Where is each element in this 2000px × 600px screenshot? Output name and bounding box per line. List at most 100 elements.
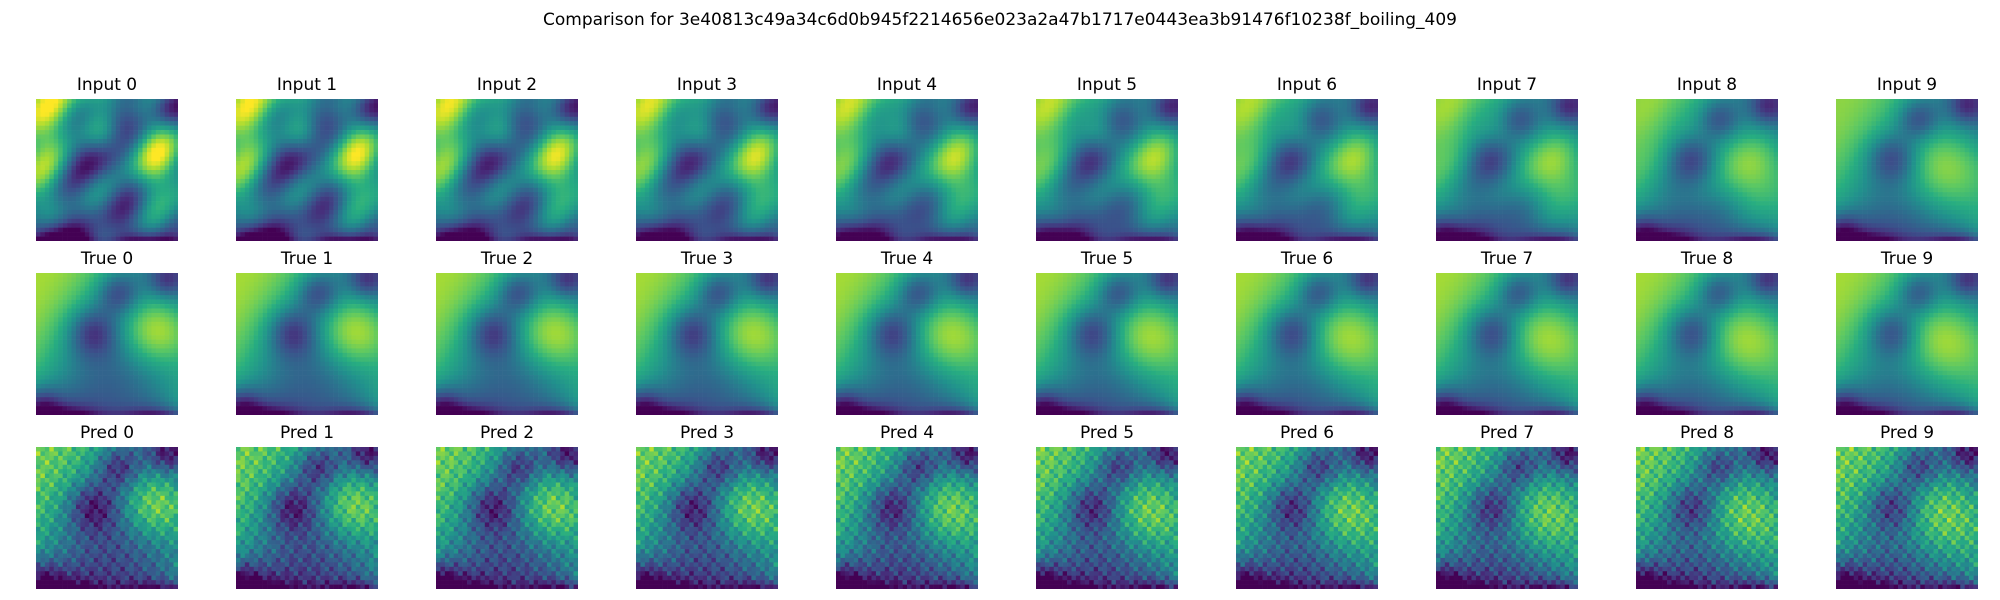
heatmap-cell bbox=[729, 138, 734, 144]
heatmap-cell bbox=[733, 116, 739, 122]
heatmap-cell bbox=[462, 138, 468, 144]
heatmap-cell bbox=[80, 196, 86, 202]
heatmap-cell bbox=[280, 103, 286, 109]
heatmap-cell bbox=[920, 196, 926, 202]
heatmap-cell bbox=[920, 121, 926, 126]
heatmap-cell bbox=[311, 201, 317, 206]
heatmap-cell bbox=[667, 112, 672, 118]
heatmap-cell bbox=[711, 201, 717, 206]
heatmap-cell bbox=[302, 223, 308, 228]
heatmap-cell bbox=[884, 134, 890, 140]
heatmap-cell bbox=[964, 152, 970, 157]
heatmap-cell bbox=[551, 227, 557, 233]
heatmap-cell bbox=[649, 147, 655, 153]
heatmap-cell bbox=[93, 134, 99, 140]
heatmap-cell bbox=[964, 196, 970, 202]
heatmap-cell bbox=[942, 174, 948, 180]
heatmap-cell bbox=[75, 183, 81, 189]
heatmap-cell bbox=[898, 134, 903, 140]
heatmap-cell bbox=[71, 161, 77, 166]
heatmap-cell bbox=[342, 201, 348, 206]
heatmap-cell bbox=[880, 130, 886, 135]
heatmap-cell bbox=[271, 147, 277, 153]
heatmap-cell bbox=[871, 147, 877, 153]
heatmap-cell bbox=[707, 165, 712, 171]
heatmap-cell bbox=[84, 218, 90, 224]
heatmap-cell bbox=[293, 107, 299, 113]
heatmap-cell bbox=[911, 170, 917, 175]
heatmap-cell bbox=[542, 187, 548, 193]
heatmap-cell bbox=[871, 218, 877, 224]
heatmap-cell bbox=[973, 183, 978, 189]
heatmap-cell bbox=[444, 170, 450, 175]
heatmap-cell bbox=[71, 138, 77, 144]
heatmap-cell bbox=[964, 209, 970, 215]
heatmap-cell bbox=[62, 107, 68, 113]
heatmap-cell bbox=[351, 201, 357, 206]
heatmap-cell bbox=[298, 192, 303, 197]
heatmap-cell bbox=[946, 138, 952, 144]
heatmap-cell bbox=[640, 130, 646, 135]
heatmap-cell bbox=[133, 121, 139, 126]
heatmap-cell bbox=[867, 161, 872, 166]
heatmap-cell bbox=[311, 223, 317, 228]
heatmap-cell bbox=[640, 143, 646, 149]
heatmap-cell bbox=[515, 236, 521, 241]
heatmap-cell bbox=[755, 143, 761, 149]
heatmap-cell bbox=[498, 187, 503, 193]
heatmap-cell bbox=[133, 196, 139, 202]
heatmap-cell bbox=[36, 125, 41, 131]
heatmap-cell bbox=[142, 205, 148, 211]
heatmap-cell bbox=[862, 143, 868, 149]
heatmap-cell bbox=[560, 227, 565, 233]
heatmap-cell bbox=[555, 156, 561, 162]
heatmap-cell bbox=[760, 232, 765, 237]
heatmap-cell bbox=[684, 187, 690, 193]
heatmap-cell bbox=[102, 227, 108, 233]
heatmap-cell bbox=[533, 152, 539, 157]
heatmap-cell bbox=[942, 143, 948, 149]
heatmap-cell bbox=[267, 209, 272, 215]
heatmap-cell bbox=[351, 107, 357, 113]
heatmap-cell bbox=[769, 214, 774, 220]
heatmap-cell bbox=[755, 130, 761, 135]
heatmap-cell bbox=[671, 116, 677, 122]
heatmap-cell bbox=[480, 201, 486, 206]
heatmap-cell bbox=[53, 236, 59, 241]
heatmap-cell bbox=[662, 170, 668, 175]
heatmap-cell bbox=[493, 134, 499, 140]
heatmap-cell bbox=[907, 205, 912, 211]
heatmap-cell bbox=[564, 134, 570, 140]
heatmap-cell bbox=[573, 152, 578, 157]
heatmap-cell bbox=[98, 121, 103, 126]
heatmap-cell bbox=[84, 130, 90, 135]
heatmap-cell bbox=[973, 103, 978, 109]
heatmap-cell bbox=[751, 187, 757, 193]
heatmap-cell bbox=[298, 125, 303, 131]
heatmap-cell bbox=[236, 103, 241, 109]
heatmap-cell bbox=[862, 147, 868, 153]
heatmap-cell bbox=[53, 99, 59, 104]
heatmap-cell bbox=[929, 152, 934, 157]
heatmap-cell bbox=[738, 178, 743, 184]
heatmap-cell bbox=[240, 152, 246, 157]
heatmap-cell bbox=[671, 161, 677, 166]
heatmap-cell bbox=[360, 147, 365, 153]
heatmap-cell bbox=[342, 147, 348, 153]
heatmap-cell bbox=[853, 174, 859, 180]
heatmap-cell bbox=[40, 174, 46, 180]
heatmap-cell bbox=[338, 205, 343, 211]
heatmap-cell bbox=[93, 121, 99, 126]
heatmap-cell bbox=[675, 107, 681, 113]
heatmap-cell bbox=[569, 116, 574, 122]
heatmap-cell bbox=[689, 223, 694, 228]
heatmap-cell bbox=[298, 130, 303, 135]
heatmap-cell bbox=[138, 205, 143, 211]
heatmap-cell bbox=[520, 112, 526, 118]
heatmap-cell bbox=[346, 174, 352, 180]
heatmap-cell bbox=[871, 170, 877, 175]
heatmap-cell bbox=[538, 214, 543, 220]
heatmap-cell bbox=[458, 143, 463, 149]
heatmap-cell bbox=[702, 125, 708, 131]
heatmap-cell bbox=[62, 174, 68, 180]
